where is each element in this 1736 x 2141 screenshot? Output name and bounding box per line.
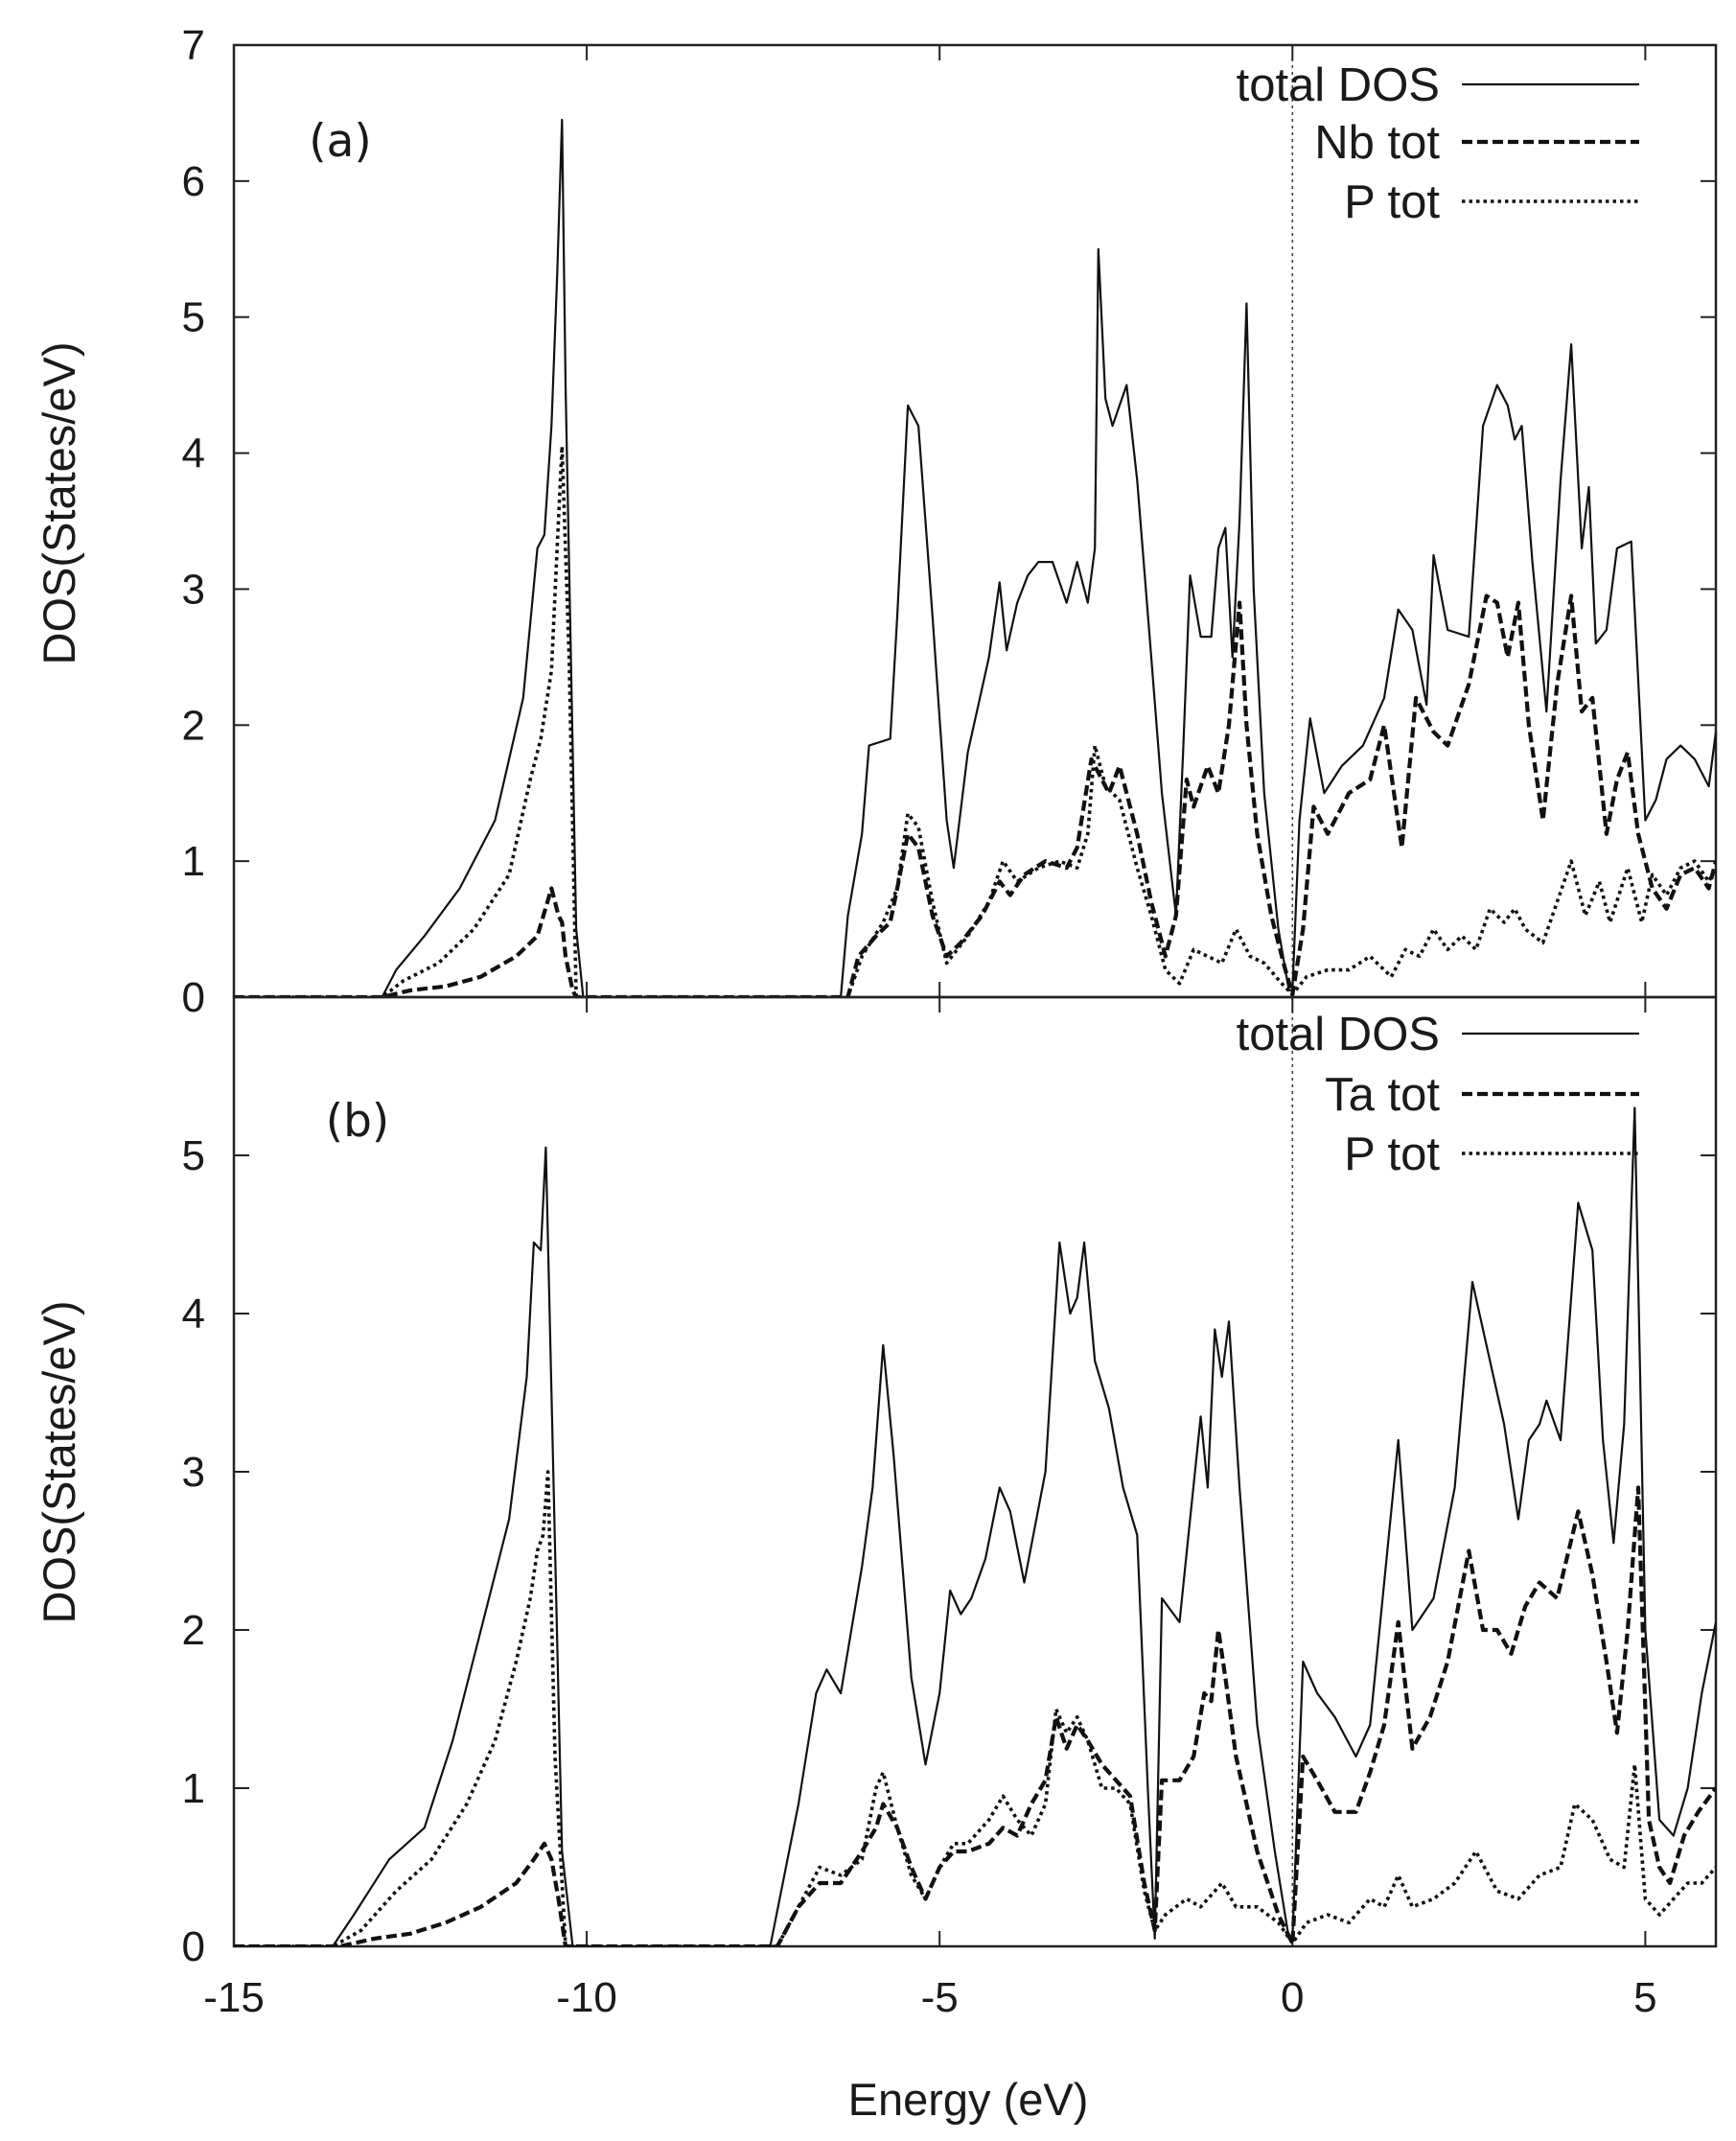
- x-tick-label: 0: [1281, 1974, 1304, 2021]
- legend-label: total DOS: [1237, 1009, 1440, 1060]
- y-tick-label: 2: [182, 702, 205, 749]
- x-tick-label: -15: [203, 1974, 265, 2021]
- series-line-p-tot: [234, 1470, 1716, 1946]
- y-axis-title-b: DOS(States/eV): [34, 1301, 84, 1624]
- panel-b: 0 1 2 3 4 5 -15 -10 -5 0 5 total DOS Ta tot P tot (b): [182, 995, 1718, 2021]
- panel-label: (a): [309, 115, 371, 168]
- y-tick-label: 5: [182, 1132, 205, 1179]
- series-line-nb-tot: [234, 593, 1716, 997]
- legend-label: total DOS: [1237, 59, 1440, 111]
- legend-label: Nb tot: [1314, 117, 1440, 169]
- y-tick-label: 1: [182, 838, 205, 885]
- series-line-p-tot: [234, 444, 1716, 997]
- y-tick-label: 7: [182, 22, 205, 69]
- panel-label: (b): [326, 1095, 390, 1148]
- y-tick-label: 4: [182, 1291, 205, 1338]
- x-axis-title: Energy (eV): [848, 2074, 1089, 2125]
- legend-label: P tot: [1344, 1129, 1440, 1180]
- y-tick-label: 0: [182, 974, 205, 1021]
- y-tick-label: 3: [182, 1449, 205, 1496]
- y-tick-label: 2: [182, 1607, 205, 1654]
- legend-label: Ta tot: [1325, 1069, 1440, 1121]
- x-tick-label: 5: [1633, 1974, 1656, 2021]
- series-line-ta-tot: [234, 1485, 1716, 1946]
- y-tick-label: 6: [182, 158, 205, 205]
- x-tick-label: -5: [921, 1974, 959, 2021]
- series-line-total-dos: [234, 1106, 1716, 1946]
- y-tick-label: 0: [182, 1923, 205, 1970]
- y-axis-title-a: DOS(States/eV): [34, 342, 84, 665]
- y-tick-label: 3: [182, 566, 205, 613]
- y-tick-label: 1: [182, 1765, 205, 1812]
- series-line-total-dos: [234, 118, 1716, 997]
- x-tick-label: -10: [556, 1974, 617, 2021]
- y-tick-label: 4: [182, 431, 205, 477]
- y-tick-label: 5: [182, 294, 205, 341]
- legend-label: P tot: [1344, 176, 1440, 228]
